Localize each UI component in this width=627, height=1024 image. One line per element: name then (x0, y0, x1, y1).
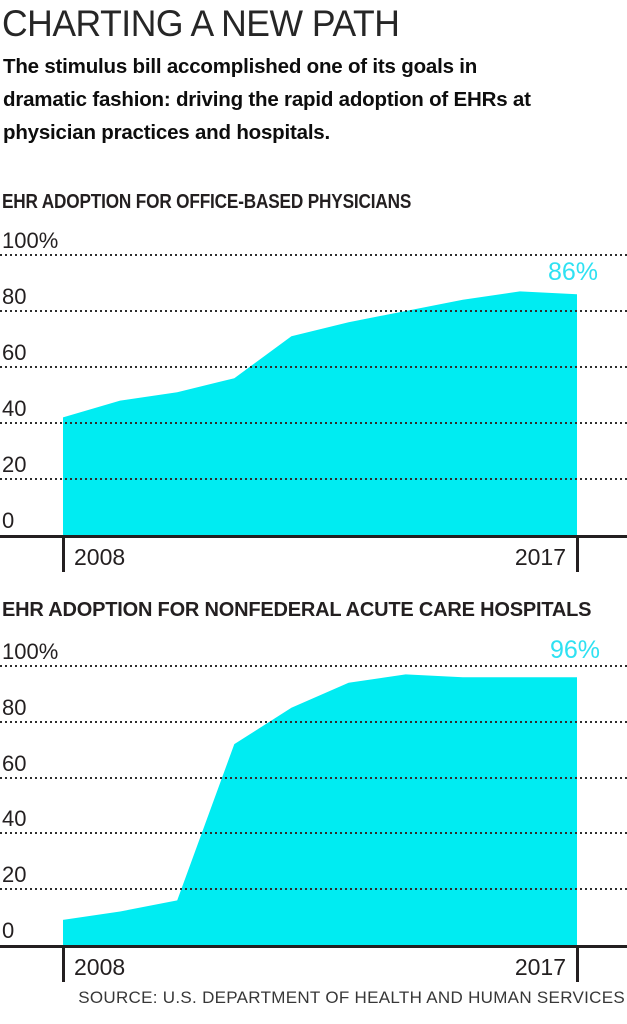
gridline (0, 720, 627, 723)
gridline (0, 776, 627, 779)
x-axis-label-end: 2017 (514, 954, 566, 980)
gridline (0, 422, 627, 424)
y-axis-label: 0 (2, 508, 15, 533)
chart-title: EHR ADOPTION FOR NONFEDERAL ACUTE CARE H… (2, 599, 592, 621)
x-axis-tick (576, 538, 579, 572)
y-axis-label: 100% (2, 639, 59, 664)
x-axis-label-end: 2017 (514, 544, 566, 570)
x-axis-label-start: 2008 (74, 954, 126, 980)
subtitle-line: physician practices and hospitals. (3, 121, 331, 144)
y-axis-label: 80 (2, 284, 27, 309)
y-axis-label: 100% (2, 228, 59, 253)
x-axis-line (0, 945, 627, 948)
subtitle-line: dramatic fashion: driving the rapid adop… (3, 88, 531, 111)
subtitle-line: The stimulus bill accomplished one of it… (3, 55, 478, 78)
x-axis-tick (62, 538, 65, 572)
y-axis-label: 80 (2, 694, 27, 720)
y-axis-label: 60 (2, 750, 27, 776)
source-credit: SOURCE: U.S. DEPARTMENT OF HEALTH AND HU… (78, 988, 625, 1007)
end-value-label: 96% (549, 636, 600, 664)
gridline (0, 366, 627, 368)
chart-title: EHR ADOPTION FOR OFFICE-BASED PHYSICIANS (2, 191, 412, 213)
subtitle: The stimulus bill accomplished one of it… (3, 50, 531, 149)
gridline (0, 665, 627, 667)
y-axis-label: 20 (2, 452, 27, 477)
gridline (0, 310, 627, 312)
x-axis-label-start: 2008 (74, 544, 126, 570)
page-title: CHARTING A NEW PATH (2, 3, 400, 44)
gridline (0, 254, 627, 256)
y-axis-label: 60 (2, 340, 27, 365)
x-axis-line (0, 535, 627, 538)
area-chart-canvas (63, 674, 577, 945)
gridline (0, 832, 627, 835)
x-axis-tick (576, 948, 579, 982)
gridline (0, 478, 627, 480)
y-axis-label: 40 (2, 806, 27, 832)
area-series (63, 291, 577, 535)
y-axis-label: 40 (2, 396, 27, 421)
end-value-label: 86% (547, 258, 598, 286)
area-chart-canvas (63, 291, 577, 535)
gridline (0, 888, 627, 891)
y-axis-label: 20 (2, 862, 27, 888)
x-axis-tick (62, 948, 65, 982)
y-axis-label: 0 (2, 918, 15, 943)
area-series (63, 674, 577, 945)
